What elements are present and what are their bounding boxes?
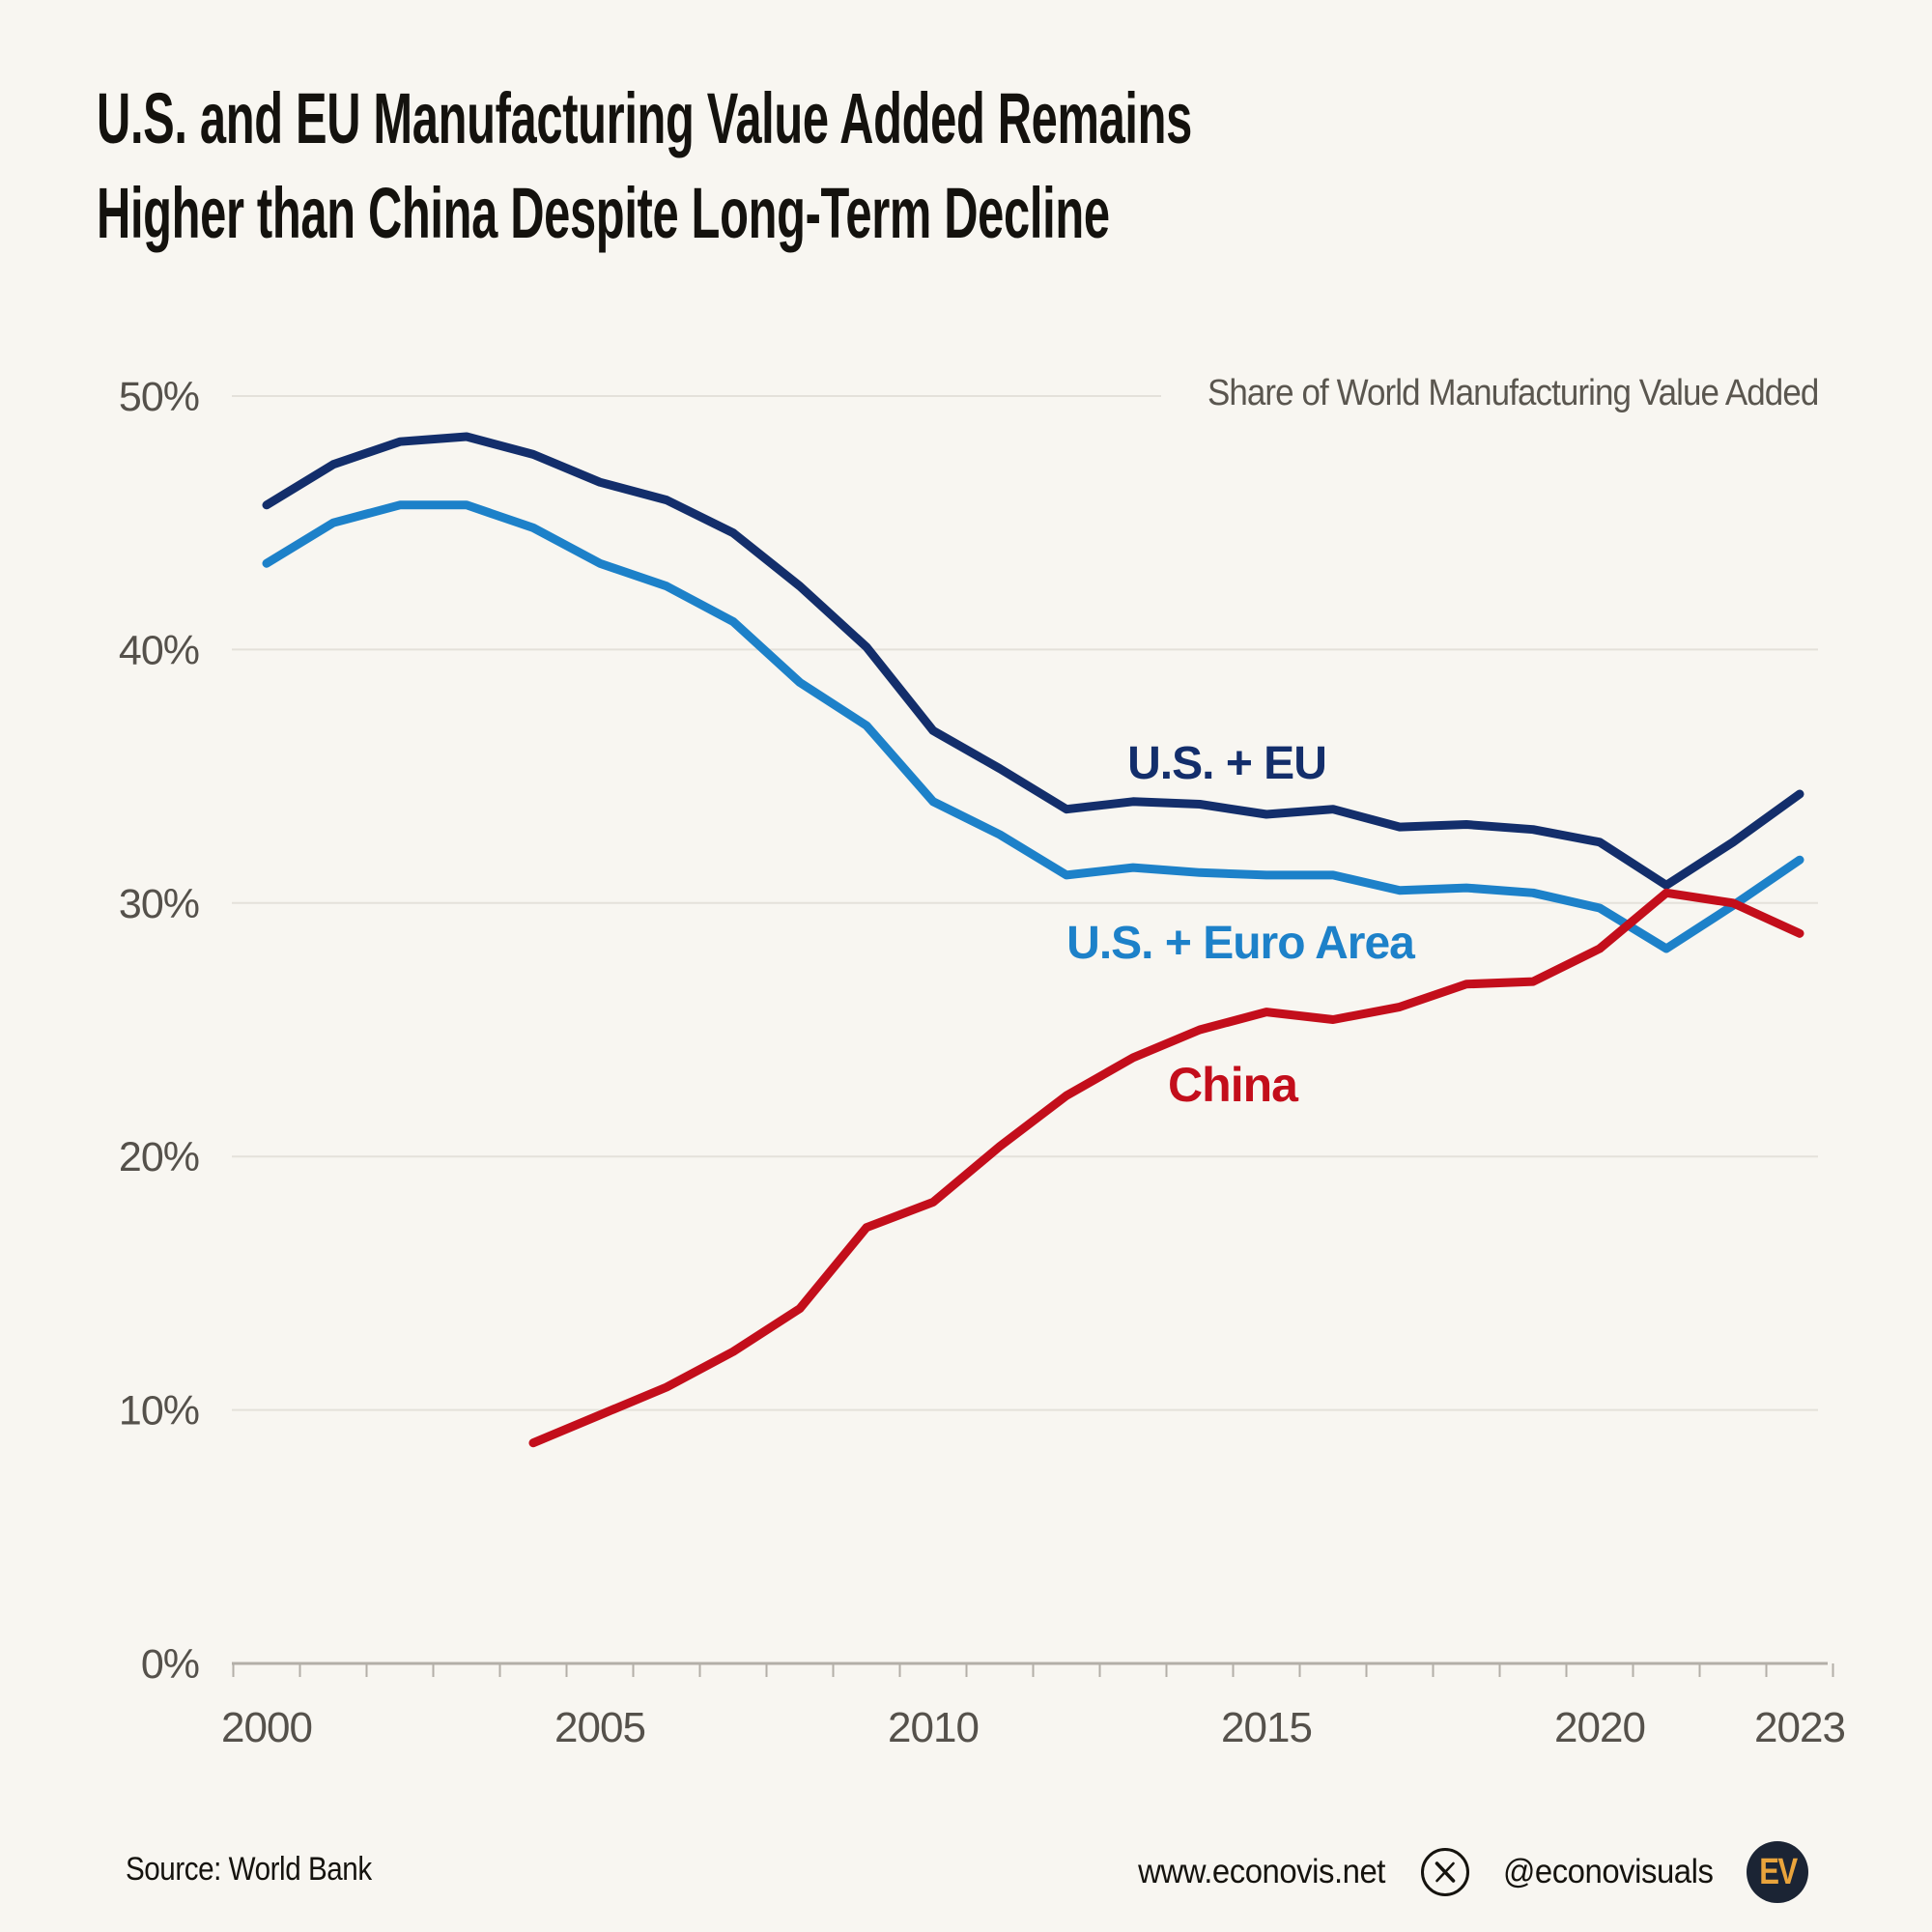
source-credit-text: Source: World Bank — [126, 1851, 372, 1888]
series-label-u-s-euro-area: U.S. + Euro Area — [1066, 918, 1415, 969]
series-line-u-s-eu — [262, 432, 1804, 890]
axis-note: Share of World Manufacturing Value Added — [1207, 373, 1819, 413]
econovis-logo-text: EV — [1758, 1851, 1798, 1892]
x-axis-label-2023: 2023 — [1754, 1704, 1845, 1751]
x-social-icon[interactable] — [1420, 1848, 1469, 1896]
x-glyph-icon — [1435, 1861, 1455, 1883]
x-axis-label-2020: 2020 — [1554, 1704, 1645, 1751]
y-axis-label-30: 30% — [119, 881, 199, 927]
series-line-u-s-euro-area — [262, 500, 1804, 953]
y-axis-label-40: 40% — [119, 627, 199, 673]
series-label-china: China — [1168, 1058, 1299, 1112]
chart-title-line-2: Higher than China Despite Long-Term Decl… — [97, 173, 1110, 253]
econovis-logo: EV — [1747, 1841, 1808, 1903]
series-label-u-s-eu: U.S. + EU — [1127, 738, 1326, 789]
chart-title: U.S. and EU Manufacturing Value Added Re… — [97, 71, 1756, 261]
source-credit: Source: World Bank — [126, 1851, 409, 1889]
chart-title-line-1: U.S. and EU Manufacturing Value Added Re… — [97, 78, 1192, 158]
website-link[interactable]: www.econovis.net — [1138, 1853, 1386, 1890]
y-axis-label-20: 20% — [119, 1134, 199, 1180]
series-line-china — [528, 888, 1804, 1448]
social-handle[interactable]: @econovisuals — [1502, 1853, 1714, 1890]
y-axis-label-0: 0% — [141, 1641, 199, 1688]
x-axis-label-2015: 2015 — [1221, 1704, 1312, 1751]
y-axis-label-50: 50% — [119, 374, 199, 420]
x-axis-label-2010: 2010 — [888, 1704, 979, 1751]
footer-links: www.econovis.net @econovisuals EV — [1130, 1839, 1808, 1905]
y-axis-label-10: 10% — [119, 1388, 199, 1435]
x-axis-label-2000: 2000 — [221, 1704, 312, 1751]
x-axis-label-2005: 2005 — [554, 1704, 645, 1751]
